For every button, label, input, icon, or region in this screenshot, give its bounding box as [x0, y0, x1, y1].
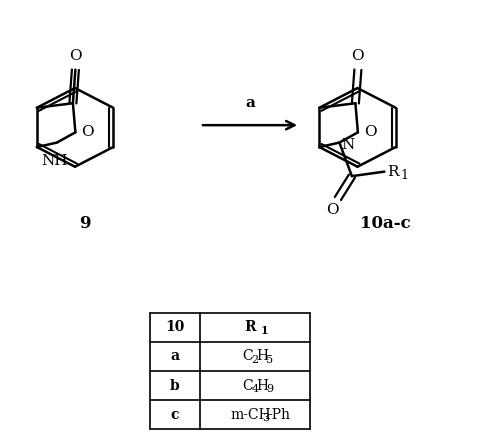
Text: O: O — [82, 125, 94, 139]
Text: N: N — [341, 138, 354, 152]
Text: 5: 5 — [266, 354, 273, 365]
Text: 1: 1 — [260, 325, 268, 336]
Text: H: H — [256, 379, 268, 392]
Text: 2: 2 — [252, 354, 258, 365]
Text: 1: 1 — [401, 169, 409, 182]
Text: R: R — [387, 164, 398, 179]
Text: m-CH: m-CH — [230, 408, 270, 422]
Text: R: R — [244, 320, 256, 334]
Text: 9: 9 — [79, 215, 91, 232]
Text: NH: NH — [41, 154, 68, 168]
Text: -Ph: -Ph — [267, 408, 290, 422]
Text: O: O — [352, 49, 364, 63]
Text: 9: 9 — [266, 384, 273, 394]
Text: 10a-c: 10a-c — [360, 215, 410, 232]
Text: a: a — [245, 96, 255, 110]
Text: a: a — [170, 350, 179, 363]
Text: O: O — [326, 203, 339, 217]
Text: b: b — [170, 379, 180, 392]
Text: 10: 10 — [166, 320, 184, 334]
Text: O: O — [69, 49, 82, 63]
Text: O: O — [364, 125, 376, 139]
Text: 3: 3 — [262, 413, 270, 423]
Text: 4: 4 — [252, 384, 258, 394]
Text: c: c — [171, 408, 179, 422]
Text: C: C — [242, 379, 253, 392]
Text: H: H — [256, 350, 268, 363]
Text: C: C — [242, 350, 253, 363]
